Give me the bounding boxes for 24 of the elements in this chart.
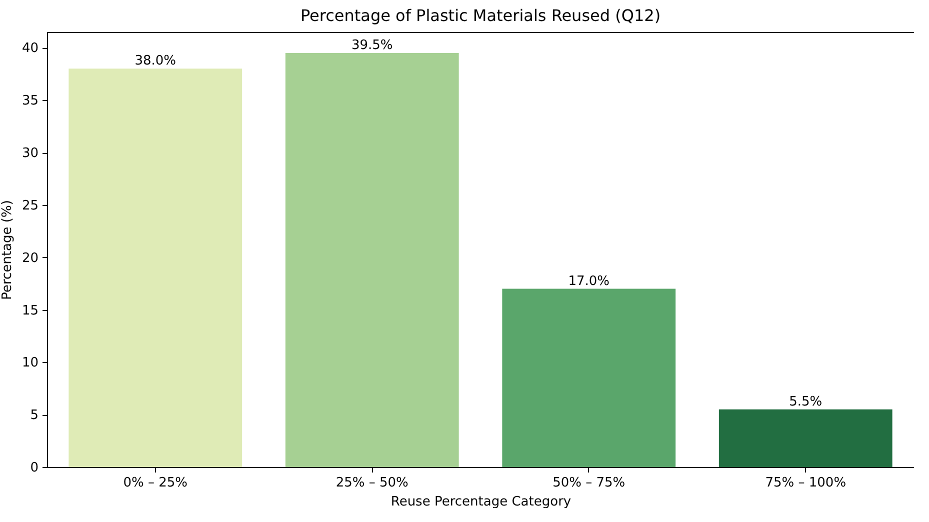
chart-title: Percentage of Plastic Materials Reused (Q12) [300, 6, 661, 25]
data-label: 5.5% [789, 394, 822, 410]
y-tick-label: 5 [30, 408, 38, 424]
x-axis-title: Reuse Percentage Category [390, 494, 572, 510]
x-tick-label: 75% – 100% [765, 476, 846, 490]
y-tick-label: 15 [22, 303, 38, 318]
y-tick-label: 10 [22, 356, 38, 371]
y-tick-label: 20 [22, 250, 38, 266]
bar [68, 68, 242, 467]
y-tick-label: 30 [22, 146, 38, 162]
x-tick-label: 25% – 50% [336, 476, 408, 490]
y-axis-title: Percentage (%) [0, 200, 15, 300]
y-tick-label: 40 [22, 41, 38, 56]
bar [502, 288, 676, 467]
x-tick-label: 50% – 75% [552, 476, 626, 490]
y-tick-label: 0 [30, 460, 38, 476]
y-tick-label: 25 [22, 198, 38, 214]
data-label: 38.0% [134, 54, 176, 69]
y-tick-label: 35 [22, 94, 38, 109]
data-label: 17.0% [568, 274, 610, 289]
bar [718, 409, 892, 467]
x-tick-label: 0% – 25% [123, 476, 188, 490]
data-label: 39.5% [351, 38, 393, 53]
bar [285, 52, 459, 467]
